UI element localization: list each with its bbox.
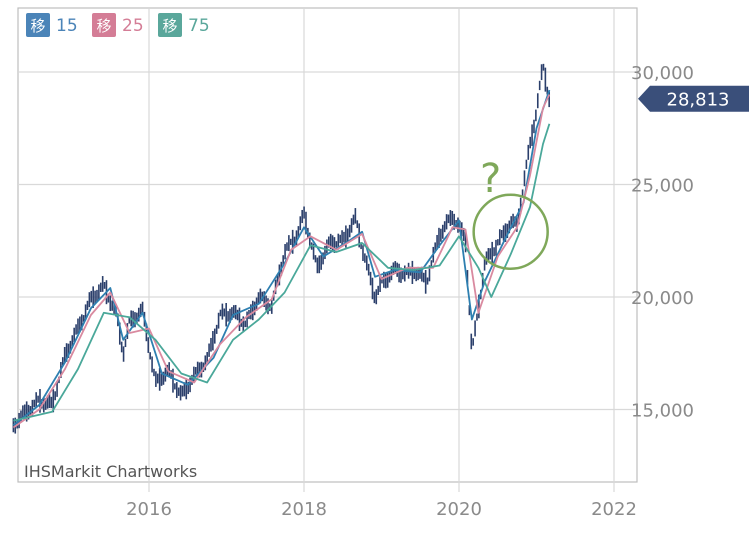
y-tick-label: 30,000 [631, 63, 694, 84]
y-tick-label: 20,000 [631, 288, 694, 309]
y-tick-label: 25,000 [631, 176, 694, 197]
series-line [13, 123, 551, 422]
series-line [12, 89, 551, 427]
last-price-label: 28,813 [667, 90, 730, 111]
annotation-circle [472, 193, 549, 270]
legend-tag-ma25: 移 [96, 17, 111, 35]
legend-tag-ma15: 移 [30, 17, 45, 35]
axis-ticks: 15,000 20,000 25,000 30,000 2016 2018 2020 2022 [126, 63, 694, 520]
x-tick-label: 2016 [126, 499, 172, 520]
watermark: IHSMarkit Chartworks [24, 462, 197, 481]
y-tick-label: 15,000 [631, 401, 694, 422]
legend-tag-ma75: 移 [162, 17, 177, 35]
legend-period-ma25: 25 [122, 16, 144, 36]
legend: 移 15 移 25 移 75 [26, 13, 210, 37]
x-tick-label: 2022 [591, 499, 637, 520]
legend-item-ma75[interactable]: 移 75 [158, 13, 210, 37]
annotation: ? [472, 156, 549, 270]
legend-period-ma75: 75 [188, 16, 210, 36]
x-tick-label: 2020 [436, 499, 482, 520]
chart-series [12, 63, 551, 434]
x-tick-label: 2018 [281, 499, 327, 520]
legend-item-ma25[interactable]: 移 25 [92, 13, 144, 37]
plot-frame [17, 7, 638, 483]
chart-grid [17, 7, 638, 492]
legend-period-ma15: 15 [56, 16, 78, 36]
annotation-question-mark: ? [480, 156, 501, 202]
last-price-badge: 28,813 [638, 85, 749, 112]
legend-item-ma15[interactable]: 移 15 [26, 13, 78, 37]
series-line [12, 94, 551, 429]
